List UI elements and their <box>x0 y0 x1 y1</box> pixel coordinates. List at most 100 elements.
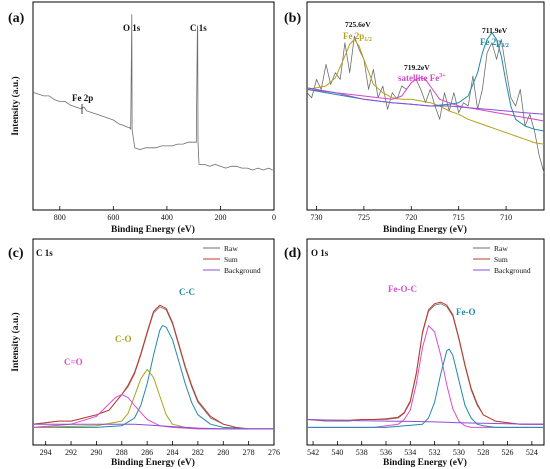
panel-b-series <box>306 32 545 173</box>
series-line-raw <box>306 35 545 173</box>
legend-raw-label: Raw <box>224 244 238 253</box>
x-tick-label: 276 <box>268 448 280 457</box>
annotation-725-energy: 725.6eV <box>345 20 371 29</box>
panel-b-x-ticks: 730 725 720 715 710 <box>310 206 512 222</box>
series-line-sum <box>32 304 274 430</box>
annotation-o1s: O 1s <box>123 23 141 33</box>
panel-a-x-ticks: 800 600 400 200 0 <box>54 206 276 222</box>
annotation-fe2p32-text: Fe 2p <box>480 37 501 47</box>
x-tick-label: 528 <box>477 448 489 457</box>
annotation-c-c: C-C <box>179 287 195 297</box>
x-tick-label: 532 <box>429 448 441 457</box>
series-line-c-o <box>32 394 274 430</box>
panel-a-label: (a) <box>8 11 25 26</box>
x-tick-label: 400 <box>161 213 173 222</box>
panel-b-label: (b) <box>284 11 301 26</box>
panel-c-series <box>32 304 274 430</box>
x-tick-label: 282 <box>192 448 204 457</box>
annotation-c1s: C 1s <box>190 23 207 33</box>
annotation-fe2p12-sub: 1/2 <box>364 37 372 43</box>
annotation-fe2p: Fe 2p <box>72 93 93 103</box>
annotation-fe-o-c: Fe-O-C <box>388 284 417 294</box>
panel-d-x-ticks: 542 540 538 536 534 532 530 528 526 524 <box>307 441 538 457</box>
annotation-satellite: satellite Fe3+ <box>398 73 446 83</box>
x-tick-label: 292 <box>65 448 77 457</box>
panel-b: (b) Binding Energy (eV) 730 725 720 715 710 … <box>284 1 545 235</box>
panel-c-xlabel: Binding Energy (eV) <box>111 457 195 468</box>
x-tick-label: 284 <box>167 448 179 457</box>
annotation-711-energy: 711.9eV <box>482 26 508 35</box>
series-line-background <box>306 419 544 425</box>
x-tick-label: 600 <box>107 213 119 222</box>
series-line-fe-o <box>307 348 544 428</box>
series-line-raw <box>32 306 274 430</box>
panel-d-label: (d) <box>284 246 301 261</box>
x-tick-label: 710 <box>500 213 512 222</box>
x-tick-label: 294 <box>40 448 52 457</box>
series-line-c-o <box>32 368 274 430</box>
x-tick-label: 530 <box>453 448 465 457</box>
legend-raw-label: Raw <box>494 244 508 253</box>
annotation-fe2p32-sub: 3/2 <box>501 43 509 49</box>
x-tick-label: 542 <box>307 448 319 457</box>
panel-a: (a) Intensity (a.u.) Binding Energy (eV)… <box>8 1 276 235</box>
panel-a-series <box>32 14 273 171</box>
x-tick-label: 720 <box>405 213 417 222</box>
panel-d-xlabel: Binding Energy (eV) <box>383 457 467 468</box>
annotation-satellite-text: satellite Fe <box>398 73 439 83</box>
annotation-satellite-sup: 3+ <box>439 73 446 79</box>
x-tick-label: 288 <box>116 448 128 457</box>
x-tick-label: 534 <box>404 448 416 457</box>
x-tick-label: 278 <box>243 448 255 457</box>
legend-sum-label: Sum <box>224 255 238 264</box>
panel-d-legend: Raw Sum Background <box>473 244 531 275</box>
series-line-satellite-fe3- <box>306 77 545 122</box>
x-tick-label: 526 <box>502 448 514 457</box>
series-line-sum <box>306 301 544 425</box>
panel-a-xlabel: Binding Energy (eV) <box>111 224 195 235</box>
x-tick-label: 280 <box>217 448 229 457</box>
annotation-c-o: C-O <box>115 334 132 344</box>
panel-d-series <box>306 301 544 428</box>
x-tick-label: 524 <box>526 448 538 457</box>
panel-c-frame <box>32 238 275 446</box>
x-tick-label: 0 <box>272 213 276 222</box>
series-line-fe-2p1-2-fit <box>306 38 545 145</box>
panel-b-xlabel: Binding Energy (eV) <box>383 224 467 235</box>
panel-c-label: (c) <box>8 246 24 261</box>
x-tick-label: 290 <box>90 448 102 457</box>
panel-a-ylabel: Intensity (a.u.) <box>10 76 21 135</box>
series-line-raw <box>32 14 273 171</box>
series-line-fe-o-c <box>307 325 544 428</box>
panel-d: (d) O 1s Binding Energy (eV) 542 540 538 53… <box>284 238 545 468</box>
x-tick-label: 800 <box>54 213 66 222</box>
annotation-c-eq-o: C=O <box>64 357 83 367</box>
x-tick-label: 538 <box>356 448 368 457</box>
panel-c: (c) C 1s Intensity (a.u.) Binding Energy… <box>8 238 280 468</box>
x-tick-label: 200 <box>214 213 226 222</box>
x-tick-label: 715 <box>453 213 465 222</box>
annotation-fe2p12: Fe 2p1/2 <box>343 31 372 43</box>
legend-background-label: Background <box>224 266 261 275</box>
panel-c-ylabel: Intensity (a.u.) <box>10 312 21 371</box>
series-line-c-c <box>33 325 274 430</box>
x-tick-label: 725 <box>358 213 370 222</box>
panel-b-frame <box>306 1 545 211</box>
legend-background-label: Background <box>494 266 531 275</box>
panel-d-frame <box>306 238 545 446</box>
x-tick-label: 536 <box>380 448 392 457</box>
panel-a-frame <box>32 1 275 211</box>
annotation-fe2p32: Fe 2p3/2 <box>480 37 509 49</box>
panel-c-legend: Raw Sum Background <box>203 244 261 275</box>
panel-d-title: O 1s <box>311 248 329 258</box>
x-tick-label: 730 <box>310 213 322 222</box>
panel-c-x-ticks: 294 292 290 288 286 284 282 280 278 276 <box>40 441 280 457</box>
x-tick-label: 540 <box>331 448 343 457</box>
legend-sum-label: Sum <box>494 255 508 264</box>
annotation-fe-o: Fe-O <box>456 307 476 317</box>
annotation-fe2p12-text: Fe 2p <box>343 31 364 41</box>
series-line-background <box>306 87 545 115</box>
annotation-719-energy: 719.2eV <box>404 63 430 72</box>
series-line-background <box>33 423 274 430</box>
